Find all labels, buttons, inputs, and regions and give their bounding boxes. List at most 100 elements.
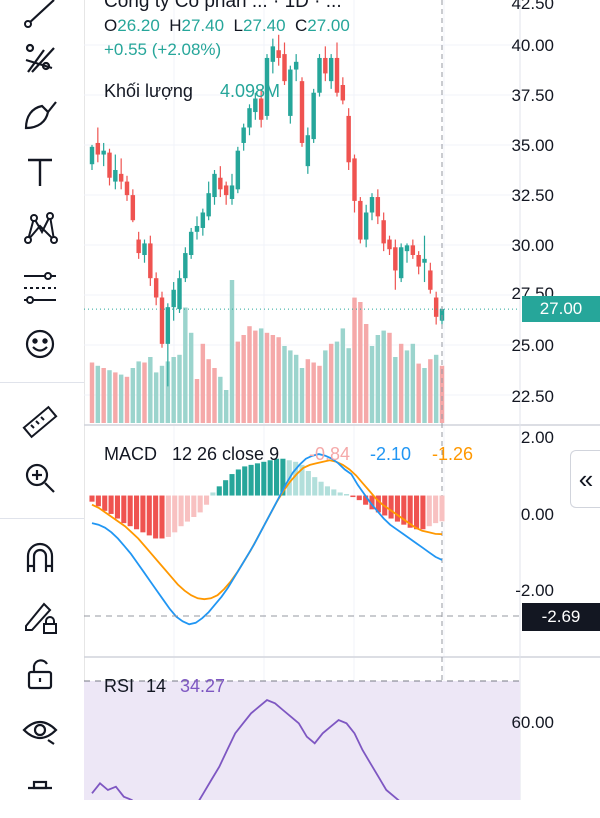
macd-histogram-bar bbox=[184, 495, 190, 522]
candle-body bbox=[369, 197, 375, 213]
candle-body bbox=[118, 173, 124, 182]
candle-body bbox=[363, 212, 369, 240]
emoji-icon[interactable] bbox=[14, 320, 66, 368]
text-icon[interactable] bbox=[14, 148, 66, 196]
macd-histogram-bar bbox=[401, 495, 407, 525]
volume-bar bbox=[206, 359, 211, 423]
chart-area[interactable]: Công ty Cổ phần ... · 1D · ... O26.20 H2… bbox=[84, 0, 600, 800]
candle-body bbox=[136, 239, 141, 254]
volume-bar bbox=[235, 341, 241, 423]
pitchfork-icon[interactable] bbox=[14, 34, 66, 82]
zoom-in-icon[interactable] bbox=[14, 454, 66, 502]
magnet-icon[interactable] bbox=[14, 534, 66, 582]
volume-bar bbox=[439, 365, 445, 423]
unlock-icon[interactable] bbox=[14, 650, 66, 698]
volume-bar bbox=[323, 350, 328, 423]
candle-body bbox=[410, 245, 416, 255]
volume-bar bbox=[107, 370, 112, 423]
price-tick: 35.00 bbox=[511, 136, 554, 155]
macd-histogram-bar bbox=[369, 495, 375, 510]
price-tick: 42.50 bbox=[511, 0, 554, 13]
candle-body bbox=[206, 193, 211, 217]
measure-icon[interactable] bbox=[14, 262, 66, 310]
candle-body bbox=[223, 185, 229, 196]
macd-histogram-bar bbox=[89, 495, 95, 502]
macd-histogram-bar bbox=[159, 495, 165, 539]
volume-bar bbox=[159, 365, 165, 423]
price-change: +0.55 (+2.08%) bbox=[104, 40, 222, 59]
open-value: 26.20 bbox=[117, 16, 160, 35]
candle-body bbox=[404, 245, 410, 252]
macd-histogram-bar bbox=[318, 481, 324, 496]
toolbar-divider bbox=[0, 518, 84, 519]
volume-bar bbox=[113, 372, 118, 423]
rsi-label[interactable]: RSI bbox=[104, 676, 135, 696]
candle-body bbox=[89, 146, 95, 165]
volume-bar bbox=[241, 335, 246, 423]
volume-bar bbox=[247, 326, 252, 423]
volume-bar bbox=[177, 354, 182, 423]
macd-histogram-bar bbox=[331, 489, 337, 496]
brush-icon[interactable] bbox=[14, 90, 66, 138]
open-label: O bbox=[104, 16, 118, 35]
macd-histogram-bar bbox=[121, 495, 127, 524]
candle-body bbox=[241, 127, 246, 143]
volume-bar bbox=[153, 372, 159, 423]
candle-body bbox=[328, 57, 334, 82]
volume-bar bbox=[387, 332, 392, 423]
macd-tick: -2.00 bbox=[515, 581, 554, 600]
volume-bar bbox=[416, 363, 421, 423]
volume-bar bbox=[183, 307, 188, 423]
macd-histogram-bar bbox=[280, 458, 286, 496]
macd-histogram-bar bbox=[127, 495, 133, 527]
macd-histogram-bar bbox=[210, 492, 216, 496]
trash-icon[interactable] bbox=[14, 770, 66, 818]
macd-histogram-bar bbox=[229, 474, 235, 496]
macd-histogram-bar bbox=[305, 471, 311, 496]
candle-body bbox=[113, 170, 118, 182]
volume-bar bbox=[101, 368, 106, 423]
macd-histogram-bar bbox=[146, 495, 152, 536]
symbol-title[interactable]: Công ty Cổ phần ... · 1D · ... bbox=[104, 0, 342, 12]
macd-histogram-bar bbox=[261, 461, 267, 496]
rsi-line bbox=[91, 698, 400, 800]
candle-body bbox=[288, 69, 293, 116]
candle-body bbox=[439, 309, 445, 321]
volume-bar bbox=[142, 362, 147, 423]
macd-histogram-bar bbox=[312, 477, 318, 496]
macd-tick: 0.00 bbox=[520, 505, 554, 524]
candle-body bbox=[229, 185, 235, 199]
candle-body bbox=[334, 57, 340, 93]
volume-label: Khối lượng bbox=[104, 81, 193, 101]
trend-line-icon[interactable] bbox=[14, 0, 66, 36]
volume-bar bbox=[398, 343, 404, 423]
price-tick: 32.50 bbox=[511, 186, 554, 205]
macd-histogram-bar bbox=[140, 495, 146, 533]
candle-body bbox=[317, 57, 322, 93]
macd-histogram-bar bbox=[114, 495, 120, 519]
chart-canvas[interactable] bbox=[84, 0, 600, 800]
volume-bar bbox=[428, 359, 433, 423]
candle-body bbox=[142, 243, 147, 255]
macd-histogram-bar bbox=[433, 495, 439, 524]
macd-label[interactable]: MACD bbox=[104, 444, 157, 464]
macd-histogram-bar bbox=[223, 480, 229, 496]
candle-body bbox=[95, 142, 101, 155]
visibility-icon[interactable] bbox=[14, 706, 66, 754]
candle-body bbox=[305, 135, 311, 167]
macd-histogram-bar bbox=[344, 494, 350, 496]
macd-histogram-bar bbox=[407, 495, 413, 528]
macd-histogram-bar bbox=[204, 495, 210, 505]
candle-body bbox=[200, 212, 206, 228]
pattern-icon[interactable] bbox=[14, 204, 66, 252]
candle-body bbox=[428, 270, 433, 290]
ruler-icon[interactable] bbox=[14, 398, 66, 446]
candle-body bbox=[177, 278, 182, 310]
collapse-panel-button[interactable]: « bbox=[570, 450, 600, 508]
candle-body bbox=[171, 289, 176, 308]
volume-bar bbox=[410, 343, 416, 423]
lock-drawings-icon[interactable] bbox=[14, 592, 66, 640]
volume-bar bbox=[148, 357, 153, 423]
volume-bar bbox=[118, 374, 124, 423]
candle-body bbox=[416, 255, 421, 267]
